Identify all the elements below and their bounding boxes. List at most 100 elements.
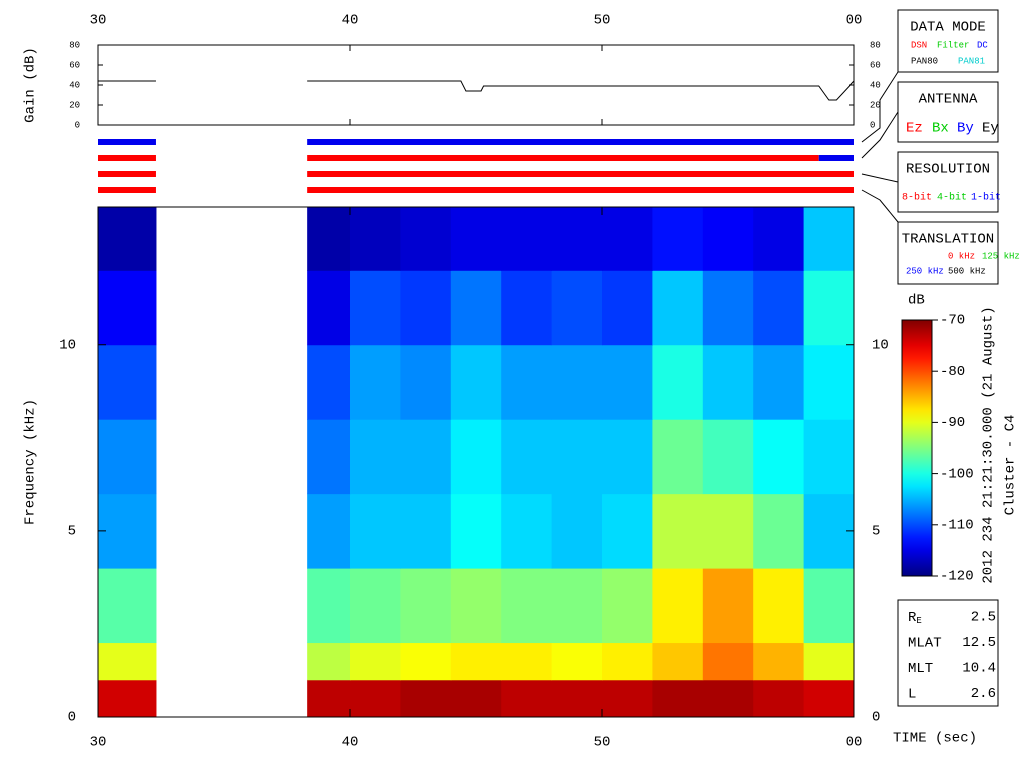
- spectrogram-cell: [551, 493, 603, 569]
- spectrogram-cell: [602, 642, 653, 681]
- spectrogram-cell: [702, 493, 754, 569]
- indicator-bar: [98, 155, 156, 161]
- spectrogram-cell: [753, 207, 805, 271]
- legend-item: 250 kHz: [906, 266, 944, 276]
- indicator-bar: [818, 155, 854, 161]
- colorbar-tick-label: -120: [940, 569, 974, 585]
- colorbar-tick-label: -110: [940, 518, 974, 534]
- spectrogram-cell: [450, 207, 502, 271]
- spectrogram-cell: [652, 642, 704, 681]
- legend-item: Ey: [982, 121, 999, 137]
- spectrogram-cell: [350, 207, 401, 271]
- spectrogram-cell: [702, 679, 754, 718]
- spectrogram-cell: [400, 642, 452, 681]
- indicator-bar: [307, 171, 854, 177]
- spectrogram-cell: [307, 679, 351, 718]
- legend-item: PAN80: [911, 56, 938, 66]
- spectrogram-cell: [551, 344, 603, 420]
- legend-item: Bx: [932, 121, 949, 137]
- spectrogram-cell: [753, 642, 805, 681]
- spectrogram-cell: [551, 679, 603, 718]
- spectrogram-cell: [702, 419, 754, 495]
- spectrogram-cell: [98, 493, 157, 569]
- spectrogram-cell: [501, 419, 553, 495]
- spectrogram-cell: [551, 419, 603, 495]
- gain-tick-label: 20: [69, 100, 80, 110]
- spectrogram-cell: [501, 568, 553, 644]
- orbit-name-text: MLAT: [908, 635, 942, 651]
- orbit-value: 2.5: [971, 610, 996, 626]
- legend-title: RESOLUTION: [906, 162, 990, 178]
- x-tick-label: 50: [594, 13, 611, 29]
- orbit-value: 12.5: [962, 635, 996, 651]
- spectrogram-cell: [702, 344, 754, 420]
- spectrogram-cell: [350, 679, 401, 718]
- spectrogram-cell: [753, 493, 805, 569]
- spectrogram-cell: [702, 207, 754, 271]
- gain-tick-label: 40: [69, 80, 80, 90]
- spectrogram-cell: [450, 344, 502, 420]
- spectrogram-cell: [652, 344, 704, 420]
- spectrogram-cell: [602, 419, 653, 495]
- spectrogram-cell: [450, 679, 502, 718]
- x-tick-label: 00: [846, 735, 863, 751]
- indicator-bar: [307, 187, 854, 193]
- spectrogram-cell: [350, 568, 401, 644]
- spectrogram-cell: [307, 493, 351, 569]
- orbit-box: [897, 599, 999, 707]
- x-tick-label: 50: [594, 735, 611, 751]
- x-axis-label: TIME (sec): [893, 731, 977, 747]
- orbit-value: 10.4: [962, 661, 996, 677]
- spectrogram-cell: [501, 493, 553, 569]
- y-tick-label: 10: [872, 337, 889, 353]
- spectrogram-cell: [803, 270, 855, 346]
- indicator-bar: [98, 187, 156, 193]
- spectrogram-cell: [702, 642, 754, 681]
- indicator-bar: [307, 139, 854, 145]
- spectrogram-cell: [450, 493, 502, 569]
- y-tick-label: 5: [68, 524, 76, 540]
- gain-frame: [97, 44, 855, 126]
- legend-item: By: [957, 121, 974, 137]
- orbit-name-text: L: [908, 686, 916, 702]
- spectrogram-cell: [450, 270, 502, 346]
- x-tick-label: 00: [846, 13, 863, 29]
- spectrogram-cell: [98, 344, 157, 420]
- spectrogram-cell: [602, 568, 653, 644]
- spectrogram-cell: [551, 642, 603, 681]
- spectrogram-cell: [350, 419, 401, 495]
- legend-box: [897, 9, 999, 73]
- spectrogram-cell: [551, 568, 603, 644]
- spectrogram-cell: [307, 419, 351, 495]
- legend-item: Ez: [906, 121, 923, 137]
- spectrogram-cell: [803, 207, 855, 271]
- spacecraft-label: Cluster - C4: [1003, 415, 1019, 516]
- x-tick-label: 40: [342, 13, 359, 29]
- legend-item: 8-bit: [902, 192, 932, 204]
- x-tick-label: 30: [90, 735, 107, 751]
- spectrogram-cell: [400, 207, 452, 271]
- colorbar-label: dB: [908, 293, 925, 309]
- spectrogram-cell: [501, 679, 553, 718]
- legend-item: 4-bit: [937, 192, 967, 204]
- gain-tick-label: 40: [870, 80, 881, 90]
- spectrogram-cell: [98, 419, 157, 495]
- spectrogram-frame: [97, 206, 855, 718]
- legend-box: [897, 81, 999, 143]
- connectors: [861, 71, 899, 223]
- spectrogram-cell: [753, 568, 805, 644]
- orbit-name: MLAT: [908, 635, 942, 651]
- x-tick-label: 40: [342, 735, 359, 751]
- orbit-name: MLT: [908, 661, 933, 677]
- spectrogram-cell: [803, 568, 855, 644]
- spectrogram-cell: [652, 679, 704, 718]
- spectrogram-cell: [450, 642, 502, 681]
- gain-line: [98, 80, 855, 101]
- spectrogram-cell: [98, 568, 157, 644]
- spectrogram-cell: [307, 642, 351, 681]
- spectrogram-cell: [350, 344, 401, 420]
- gain-tick-label: 20: [870, 100, 881, 110]
- spectrogram-cell: [501, 344, 553, 420]
- spectrogram-cell: [602, 207, 653, 271]
